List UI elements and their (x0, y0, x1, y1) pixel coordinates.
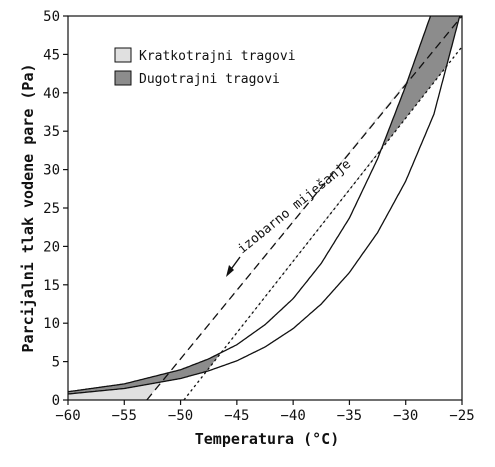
region-shading (68, 16, 461, 400)
saturation-curve-upper (68, 16, 432, 393)
y-tick-label: 35 (43, 124, 60, 140)
x-tick-label: −40 (280, 408, 305, 424)
annotation-arrow-head (226, 265, 234, 277)
legend-swatch-long-lived (114, 70, 132, 86)
y-tick-label: 30 (43, 163, 60, 179)
y-tick-label: 50 (43, 9, 60, 25)
y-tick-label: 20 (43, 239, 60, 255)
y-tick-label: 40 (43, 86, 60, 102)
long-lived-region (68, 16, 459, 394)
x-tick-label: −30 (393, 408, 418, 424)
annotation-label: izobarno miješanje (235, 157, 354, 257)
legend-label-long-lived: Dugotrajni tragovi (139, 72, 280, 87)
mixing-line-dotted (183, 46, 462, 400)
legend-label-short-lived: Kratkotrajni tragovi (139, 49, 296, 64)
x-tick-label: −60 (55, 408, 80, 424)
x-tick-label: −45 (224, 408, 249, 424)
y-tick-label: 0 (52, 393, 60, 409)
saturation-curve-lower (68, 16, 461, 395)
x-tick-label: −25 (449, 408, 474, 424)
y-axis-title: Parcijalni tlak vodene pare (Pa) (19, 64, 37, 353)
x-tick-label: −55 (112, 408, 137, 424)
x-axis-title: Temperatura (°C) (195, 430, 340, 448)
y-tick-label: 10 (43, 316, 60, 332)
ticks-layer: −60 −55 −50 −45 −40 −35 −30 −25 0 5 10 15 20 25 30 35 40… (43, 9, 475, 424)
y-tick-label: 15 (43, 278, 60, 294)
isobaric-mixing-annotation: izobarno miješanje (226, 157, 354, 277)
legend: Kratkotrajni tragovi Dugotrajni tragovi (114, 47, 296, 87)
x-tick-label: −35 (337, 408, 362, 424)
y-tick-label: 25 (43, 201, 60, 217)
y-tick-label: 45 (43, 47, 60, 63)
legend-swatch-short-lived (114, 47, 132, 63)
x-tick-label: −50 (168, 408, 193, 424)
series-layer (68, 16, 462, 400)
mixing-line-dashed (146, 16, 462, 400)
y-tick-label: 5 (52, 355, 60, 371)
